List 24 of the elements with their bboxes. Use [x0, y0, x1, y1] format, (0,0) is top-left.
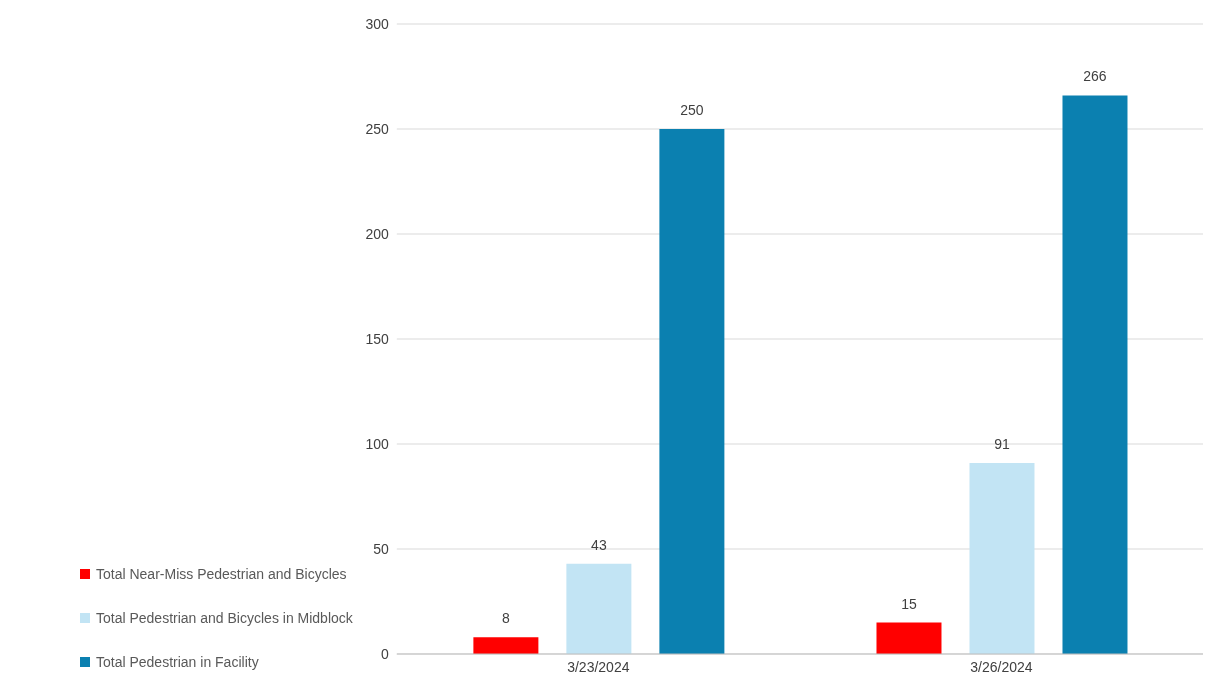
legend-label: Total Pedestrian and Bicycles in Midblock	[96, 610, 353, 626]
data-label: 8	[501, 610, 510, 627]
y-tick-label: 200	[365, 225, 390, 242]
bar	[473, 637, 539, 654]
x-tick-label: 3/23/2024	[567, 658, 630, 675]
bar	[659, 129, 725, 654]
bar	[969, 462, 1035, 654]
data-label: 250	[680, 102, 704, 118]
y-tick-label: 150	[365, 330, 390, 347]
data-label: 15	[901, 595, 917, 612]
bar	[876, 622, 942, 654]
y-tick-label: 250	[365, 120, 390, 137]
data-label: 266	[1083, 68, 1107, 85]
data-label: 43	[591, 536, 607, 553]
y-tick-label: 0	[381, 645, 389, 662]
bar	[566, 563, 632, 654]
y-tick-label: 300	[365, 15, 390, 32]
legend-label: Total Near-Miss Pedestrian and Bicycles	[96, 566, 347, 582]
data-label: 91	[994, 435, 1010, 452]
bar	[1062, 95, 1128, 654]
y-tick-label: 100	[365, 435, 390, 452]
y-tick-label: 50	[373, 540, 389, 557]
x-tick-label: 3/26/2024	[970, 658, 1033, 675]
legend-label: Total Pedestrian in Facility	[96, 654, 259, 670]
